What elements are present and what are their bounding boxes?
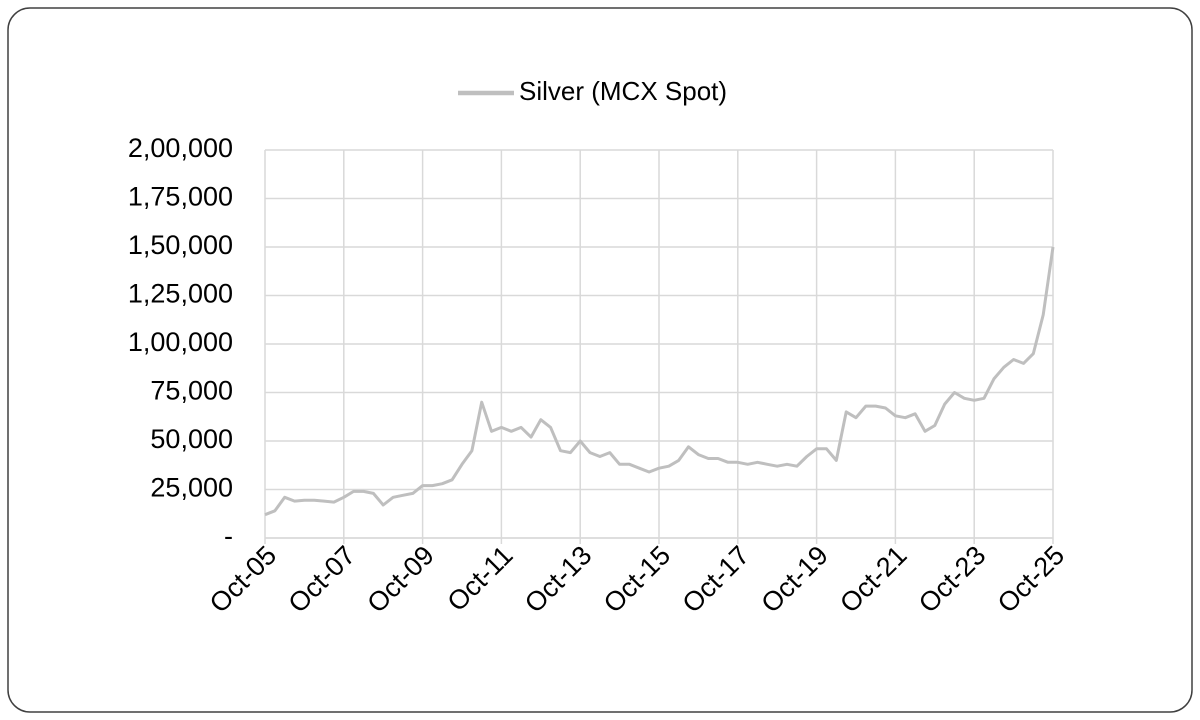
y-tick-label: 1,50,000: [128, 230, 233, 260]
y-tick-label: -: [224, 521, 233, 551]
y-tick-label: 1,75,000: [128, 182, 233, 212]
y-tick-label: 25,000: [150, 473, 233, 503]
y-tick-label: 75,000: [150, 376, 233, 406]
y-tick-label: 50,000: [150, 424, 233, 454]
y-tick-label: 1,00,000: [128, 327, 233, 357]
legend-label: Silver (MCX Spot): [519, 76, 727, 106]
y-tick-label: 1,25,000: [128, 279, 233, 309]
data-line: [264, 246, 1055, 517]
y-tick-label: 2,00,000: [128, 133, 233, 163]
